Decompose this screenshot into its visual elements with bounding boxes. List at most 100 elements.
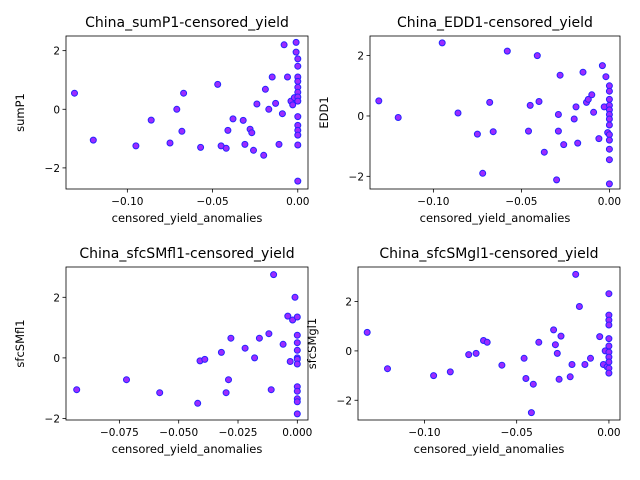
scatter-point <box>605 115 613 123</box>
scatter-point <box>241 344 249 352</box>
scatter-point <box>180 89 188 97</box>
scatter-point <box>147 116 155 124</box>
scatter-point <box>454 109 462 117</box>
y-axis-label: sumP1 <box>13 93 27 132</box>
x-axis-label: censored_yield_anomalies <box>420 211 571 225</box>
scatter-point <box>503 47 511 55</box>
y-axis-label: EDD1 <box>317 96 331 128</box>
scatter-point <box>375 97 383 105</box>
scatter-point <box>520 354 528 362</box>
chart-title: China_sfcSMfl1-censored_yield <box>79 246 294 262</box>
scatter-point <box>214 80 222 88</box>
scatter-point <box>581 361 589 368</box>
scatter-point <box>294 55 302 63</box>
scatter-point <box>605 87 613 95</box>
scatter-point <box>498 361 506 369</box>
scatter-point <box>294 97 302 105</box>
scatter-point <box>595 135 603 143</box>
scatter-point <box>575 303 583 310</box>
subplot-4: −0.10 −0.05 0.00 −2 0 2 China_sfcSMgl1-censore… <box>305 246 621 456</box>
scatter-point <box>430 372 438 380</box>
scatter-point <box>253 100 261 108</box>
subplot-grid: −0.10 −0.05 0.00 −2 0 2 China_sumP1-censored_y… <box>13 15 621 456</box>
x-tick-label: −0.10 <box>417 196 449 208</box>
x-tick-label: −0.05 <box>505 196 537 208</box>
x-tick-label: −0.025 <box>219 427 258 439</box>
scatter-point <box>605 136 613 144</box>
scatter-point <box>596 333 604 341</box>
x-axis-label: censored_yield_anomalies <box>112 442 263 456</box>
scatter-point <box>294 113 302 121</box>
scatter-point <box>553 349 561 357</box>
scatter-point <box>472 349 480 357</box>
y-tick-label: 0 <box>357 111 364 123</box>
scatter-point <box>568 361 576 368</box>
scatter-point <box>239 116 247 124</box>
scatter-point <box>550 326 558 334</box>
scatter-point <box>222 389 230 397</box>
x-tick-label: 0.00 <box>286 196 309 208</box>
scatter-point <box>605 121 613 129</box>
scatter-point <box>438 39 446 47</box>
scatter-point <box>556 71 564 79</box>
scatter-point <box>570 115 578 123</box>
scatter-point <box>224 126 232 134</box>
scatter-point <box>535 338 543 346</box>
scatter-point <box>280 41 288 49</box>
scatter-point <box>526 101 534 109</box>
scatter-point <box>294 62 302 70</box>
scatter-point <box>293 398 301 406</box>
scatter-point <box>73 386 81 394</box>
scatter-point <box>605 342 613 350</box>
axes-frame <box>65 266 309 421</box>
scatter-point <box>292 48 300 56</box>
chart-title: China_EDD1-censored_yield <box>397 15 593 31</box>
x-tick-label: 0.000 <box>282 427 312 439</box>
scatter-point <box>123 376 130 384</box>
scatter-point <box>605 358 613 366</box>
y-tick-label: −2 <box>45 413 60 425</box>
y-axis-label: sfcSMfl1 <box>13 319 27 367</box>
scatter-point <box>293 331 301 339</box>
scatter-point <box>605 321 613 329</box>
scatter-point <box>555 375 563 383</box>
axes-frame <box>65 35 309 190</box>
scatter-point <box>293 387 301 395</box>
scatter-point <box>572 103 580 111</box>
scatter-point <box>483 338 491 346</box>
scatter-point <box>584 95 592 103</box>
subplot-3: −0.075 −0.050 −0.025 0.000 −2 0 2 China_sfcSMfl… <box>13 246 312 456</box>
x-axis-label: censored_yield_anomalies <box>112 211 263 225</box>
scatter-point <box>489 128 497 136</box>
x-tick-label: −0.05 <box>196 196 228 208</box>
subplot-1: −0.10 −0.05 0.00 −2 0 2 China_sumP1-censored_y… <box>13 15 309 225</box>
scatter-point <box>605 369 613 377</box>
scatter-point <box>605 145 613 153</box>
scatter-point <box>294 77 302 85</box>
scatter-point <box>522 375 530 382</box>
scatter-point <box>241 140 249 148</box>
scatter-point <box>278 110 286 118</box>
scatter-point <box>598 62 606 70</box>
scatter-point <box>294 131 302 139</box>
scatter-point <box>572 270 580 278</box>
scatter-point <box>533 52 541 60</box>
scatter-point <box>292 38 300 46</box>
scatter-point <box>293 346 301 354</box>
scatter-point <box>540 148 548 156</box>
scatter-point <box>557 332 565 340</box>
scatter-point <box>261 85 269 93</box>
scatter-point <box>251 354 259 362</box>
chart-title: China_sumP1-censored_yield <box>85 15 289 31</box>
scatter-point <box>286 358 294 365</box>
y-tick-label: 0 <box>53 353 60 365</box>
scatter-point <box>553 176 561 184</box>
scatter-point <box>605 335 613 343</box>
y-tick-label: −2 <box>45 163 60 175</box>
scatter-point <box>446 368 454 376</box>
scatter-point <box>255 334 263 342</box>
scatter-point <box>250 146 257 154</box>
scatter-point <box>479 169 487 177</box>
scatter-point <box>222 144 230 152</box>
